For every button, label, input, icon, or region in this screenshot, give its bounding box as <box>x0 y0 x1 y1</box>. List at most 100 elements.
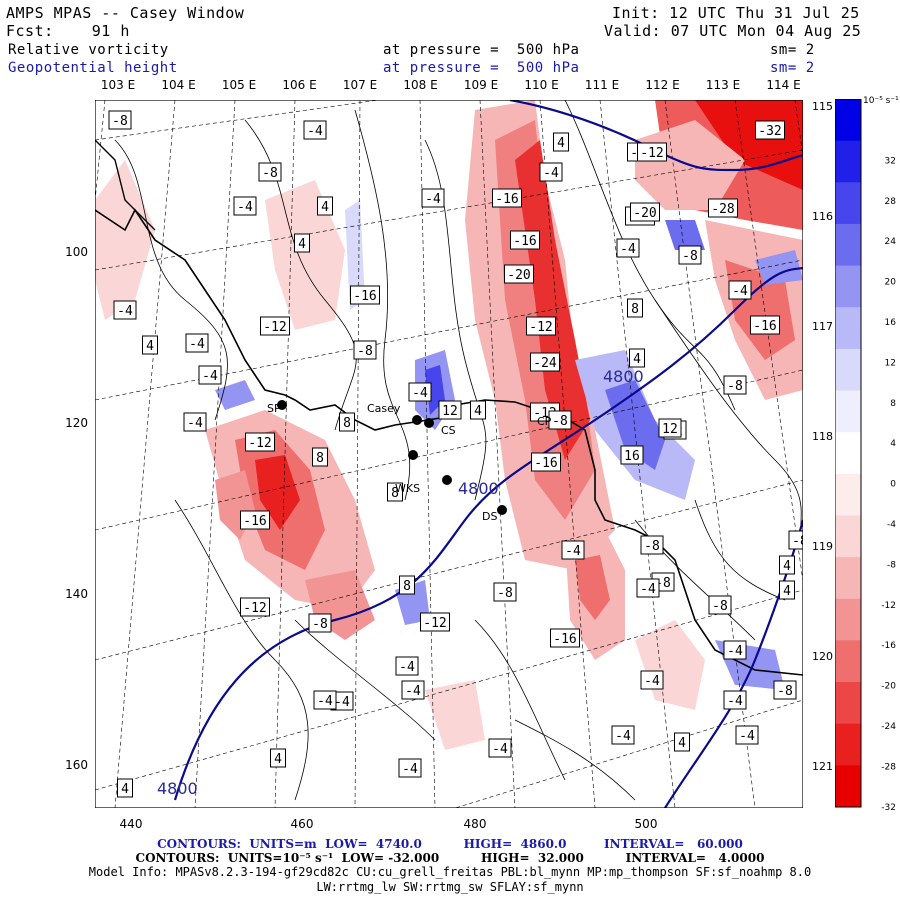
x-tick-label: 480 <box>464 817 487 831</box>
vorticity-label: -8 <box>678 245 702 265</box>
svg-text:-20: -20 <box>507 268 530 283</box>
svg-text:-4: -4 <box>334 695 350 710</box>
station-labels: SP Casey CS WKS DS CP <box>267 402 552 523</box>
top-longitude-label: 105 E <box>222 78 256 92</box>
vorticity-label: 8 <box>399 575 415 595</box>
colorbar-tick-label: -12 <box>881 601 896 611</box>
colorbar-tick-label: -4 <box>887 520 896 530</box>
top-longitude-label: 109 E <box>464 78 498 92</box>
x-tick-label: 500 <box>635 817 658 831</box>
svg-text:-4: -4 <box>189 337 205 352</box>
vorticity-label: 8 <box>387 482 403 502</box>
y-tick-label: 160 <box>65 758 88 772</box>
svg-text:-4: -4 <box>492 742 508 757</box>
colorbar-segment <box>835 140 861 183</box>
colorbar-segment <box>835 223 861 267</box>
svg-text:12: 12 <box>442 404 458 419</box>
svg-text:12: 12 <box>662 422 678 437</box>
vorticity-label: -4 <box>113 300 137 320</box>
vorticity-label: -12 <box>637 142 667 162</box>
colorbar-tick-label: 0 <box>890 480 896 490</box>
station-marker <box>442 475 452 485</box>
svg-text:-16: -16 <box>243 514 266 529</box>
vorticity-label: -4 <box>398 758 422 778</box>
svg-text:4: 4 <box>633 352 641 367</box>
svg-text:-4: -4 <box>640 582 656 597</box>
height-label: 4800 <box>603 367 644 386</box>
colorbar-segment <box>835 598 861 641</box>
svg-text:-12: -12 <box>243 601 266 616</box>
vorticity-label: -12 <box>260 316 290 336</box>
lat-lon-grid <box>95 100 803 808</box>
field1-name: Relative vorticity <box>8 42 169 58</box>
vorticity-label: -16 <box>750 315 780 335</box>
svg-text:-4: -4 <box>187 416 203 431</box>
svg-text:-16: -16 <box>534 456 557 471</box>
svg-text:-8: -8 <box>777 684 793 699</box>
top-longitude-label: 114 E <box>766 78 800 92</box>
svg-text:-8: -8 <box>262 166 278 181</box>
svg-text:-16: -16 <box>495 192 518 207</box>
vorticity-label: -8 <box>108 110 132 130</box>
vorticity-label: -16 <box>240 510 270 530</box>
colorbar-segment <box>835 390 861 433</box>
svg-text:4: 4 <box>321 200 329 215</box>
svg-text:-8: -8 <box>712 599 728 614</box>
vorticity-label: -8 <box>548 410 572 430</box>
vorticity-label: -12 <box>245 432 275 452</box>
svg-text:-4: -4 <box>615 729 631 744</box>
svg-text:-4: -4 <box>739 729 755 744</box>
colorbar-segment <box>835 348 861 392</box>
height-label: 4800 <box>458 479 499 498</box>
top-longitude-label: 106 E <box>282 78 316 92</box>
vorticity-label: -20 <box>504 264 534 284</box>
colorbar-tick-label: 16 <box>885 318 897 328</box>
field1-smoothing: sm= 2 <box>770 42 815 58</box>
svg-text:-4: -4 <box>565 544 581 559</box>
colorbar-tick-label: -16 <box>881 641 896 651</box>
vorticity-label: -8 <box>258 162 282 182</box>
vorticity-label: -4 <box>539 162 563 182</box>
vorticity-label: 4 <box>117 778 133 798</box>
station-label: DS <box>482 510 497 523</box>
vorticity-label: -4 <box>723 640 747 660</box>
vorticity-label: -4 <box>408 382 432 402</box>
vorticity-label: 4 <box>470 400 486 420</box>
top-longitude-label: 108 E <box>403 78 437 92</box>
forecast-hour: Fcst: 91 h <box>6 22 130 40</box>
colorbar-tick-label: 20 <box>885 278 897 288</box>
height-labels: 4800 4800 4800 <box>157 367 644 798</box>
station-label: Casey <box>367 402 401 415</box>
svg-text:-4: -4 <box>117 304 133 319</box>
station-label: SP <box>267 402 281 415</box>
vorticity-label: 4 <box>629 348 645 368</box>
vorticity-label: -4 <box>636 578 660 598</box>
svg-text:-16: -16 <box>753 319 776 334</box>
svg-text:4: 4 <box>678 736 686 751</box>
station-label: CS <box>441 424 456 437</box>
svg-text:-24: -24 <box>533 356 557 371</box>
vorticity-label: -4 <box>401 680 425 700</box>
svg-text:-4: -4 <box>620 242 636 257</box>
vorticity-label: 12 <box>438 400 462 420</box>
svg-text:4: 4 <box>783 559 791 574</box>
top-longitude-label: 107 E <box>343 78 377 92</box>
vorticity-label: -32 <box>755 120 785 140</box>
svg-text:-12: -12 <box>263 320 286 335</box>
svg-text:8: 8 <box>343 416 351 431</box>
vorticity-label: -4 <box>488 738 512 758</box>
svg-text:-8: -8 <box>357 344 373 359</box>
svg-text:-20: -20 <box>633 206 656 221</box>
y-tick-label: 100 <box>65 245 88 259</box>
colorbar-segment <box>835 682 861 725</box>
svg-text:-16: -16 <box>513 234 536 249</box>
vorticity-label: 12 <box>658 418 682 438</box>
footer-model-info: Model Info: MPASv8.2.3-194-gf29cd82c CU:… <box>88 865 812 879</box>
top-longitude-label: 111 E <box>585 78 619 92</box>
colorbar-segment <box>835 473 861 516</box>
svg-text:8: 8 <box>403 579 411 594</box>
station-marker <box>408 450 418 460</box>
vorticity-label: 16 <box>620 445 644 465</box>
svg-text:4: 4 <box>298 237 306 252</box>
plot-title: AMPS MPAS -- Casey Window <box>6 4 245 22</box>
